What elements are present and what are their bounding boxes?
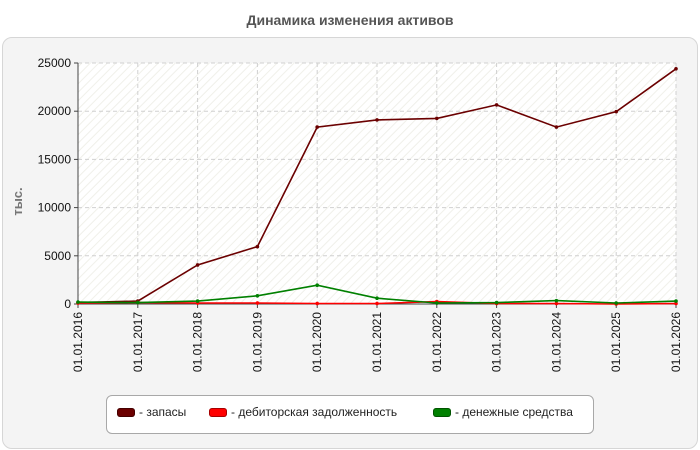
data-point <box>195 263 200 267</box>
x-tick-label: 01.01.2016 <box>71 312 85 372</box>
data-point <box>375 118 379 122</box>
legend-label-zapasy: - запасы <box>139 405 187 419</box>
y-tick-label: 5000 <box>44 249 71 263</box>
data-point <box>554 125 559 129</box>
data-point <box>375 301 379 306</box>
data-point <box>195 299 200 303</box>
y-tick-label: 25000 <box>38 56 72 70</box>
x-tick-label: 01.01.2023 <box>490 312 504 372</box>
data-point <box>494 103 499 107</box>
y-tick-label: 20000 <box>38 104 72 118</box>
x-tick-label: 01.01.2024 <box>549 312 563 372</box>
legend-label-debitorskaya: - дебиторская задолженность <box>231 405 398 419</box>
data-point <box>315 125 320 129</box>
grid-lines <box>78 62 677 304</box>
chart-legend: - запасы - дебиторская задолженность - д… <box>106 395 594 434</box>
data-point <box>674 299 678 303</box>
x-tick-label: 01.01.2019 <box>250 312 264 372</box>
data-point <box>554 298 559 303</box>
data-point <box>76 300 80 304</box>
y-axis-label: тыс. <box>10 187 25 215</box>
data-point <box>375 296 379 301</box>
data-point <box>554 301 559 306</box>
data-point <box>136 300 140 305</box>
y-tick-label: 15000 <box>38 152 72 166</box>
y-axis-ticks: 0 5000 10000 15000 20000 25000 <box>38 56 78 311</box>
data-point <box>614 109 618 114</box>
legend-item-debitorskaya: - дебиторская задолженность <box>209 405 397 419</box>
x-tick-label: 01.01.2022 <box>430 312 444 372</box>
data-point <box>435 301 439 305</box>
series-3 <box>76 283 678 305</box>
data-point <box>674 66 678 71</box>
chart-title: Динамика изменения активов <box>246 12 454 28</box>
legend-item-zapasy: - запасы <box>117 405 186 419</box>
legend-swatch-zapasy <box>117 407 135 417</box>
x-axis-ticks: 01.01.2016 01.01.2017 01.01.2018 01.01.2019… <box>71 304 683 372</box>
x-tick-label: 01.01.2021 <box>370 312 384 372</box>
x-tick-label: 01.01.2026 <box>669 312 683 372</box>
y-tick-label: 0 <box>64 297 71 311</box>
series-layer <box>76 66 678 306</box>
data-point <box>494 300 499 305</box>
data-point <box>435 116 439 121</box>
data-point <box>315 283 320 288</box>
legend-swatch-denezhnye <box>433 407 451 417</box>
data-point <box>255 301 260 305</box>
x-tick-label: 01.01.2020 <box>310 312 324 372</box>
x-tick-label: 01.01.2017 <box>131 312 145 372</box>
data-point <box>315 301 320 306</box>
data-point <box>614 301 618 305</box>
y-tick-label: 10000 <box>38 201 72 215</box>
legend-label-denezhnye: - денежные средства <box>455 405 573 419</box>
legend-swatch-debitorskaya <box>209 407 227 417</box>
x-tick-label: 01.01.2025 <box>609 312 623 372</box>
data-point <box>255 294 260 298</box>
legend-item-denezhnye: - денежные средства <box>433 405 573 419</box>
x-tick-label: 01.01.2018 <box>191 312 205 372</box>
data-point <box>255 244 260 249</box>
